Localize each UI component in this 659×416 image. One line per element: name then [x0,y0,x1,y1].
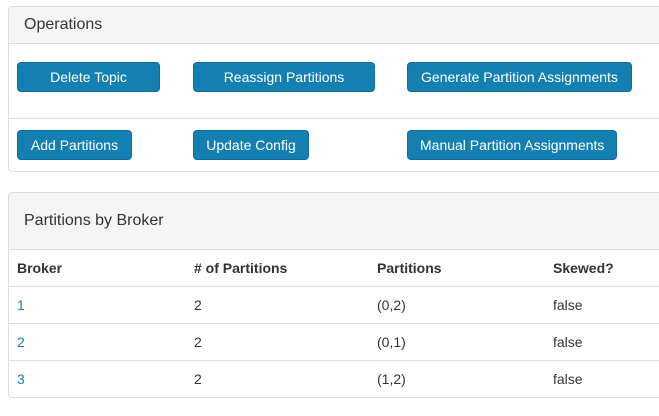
operations-row-2: Add Partitions Update Config Manual Part… [9,118,659,171]
update-config-button[interactable]: Update Config [193,130,309,160]
operations-button-grid: Delete Topic Reassign Partitions Generat… [9,44,659,171]
col-header-skewed: Skewed? [545,250,659,287]
table-row: 2 2 (0,1) false [9,323,659,361]
table-row: 1 2 (0,2) false [9,287,659,324]
broker-link[interactable]: 2 [17,334,25,350]
table-header-row: Broker # of Partitions Partitions Skewed… [9,250,659,287]
broker-link[interactable]: 1 [17,297,25,313]
generate-partition-assignments-button[interactable]: Generate Partition Assignments [407,62,632,92]
reassign-partitions-button[interactable]: Reassign Partitions [193,62,375,92]
add-partitions-button[interactable]: Add Partitions [17,130,132,160]
col-header-num-partitions: # of Partitions [186,250,369,287]
skewed-cell: false [545,323,659,361]
num-partitions-cell: 2 [194,297,202,313]
skewed-cell: false [545,360,659,397]
manual-partition-assignments-button[interactable]: Manual Partition Assignments [407,130,618,160]
col-header-broker: Broker [9,250,186,287]
operations-panel: Operations Delete Topic Reassign Partiti… [8,6,659,172]
num-partitions-cell: 2 [186,323,369,361]
partitions-by-broker-panel-title: Partitions by Broker [9,193,659,250]
partitions-cell: (0,2) [377,297,406,313]
partitions-cell: (1,2) [369,360,545,397]
col-header-partitions: Partitions [369,250,545,287]
operations-panel-title: Operations [9,7,659,44]
delete-topic-button[interactable]: Delete Topic [17,62,160,92]
broker-link[interactable]: 3 [17,371,25,387]
partitions-cell: (0,1) [369,323,545,361]
partitions-by-broker-panel: Partitions by Broker Broker # of Partiti… [8,192,659,398]
partitions-by-broker-table: Broker # of Partitions Partitions Skewed… [9,250,659,397]
table-row: 3 2 (1,2) false [9,360,659,397]
operations-row-1: Delete Topic Reassign Partitions Generat… [9,44,659,119]
num-partitions-cell: 2 [186,360,369,397]
skewed-cell: false [553,297,583,313]
